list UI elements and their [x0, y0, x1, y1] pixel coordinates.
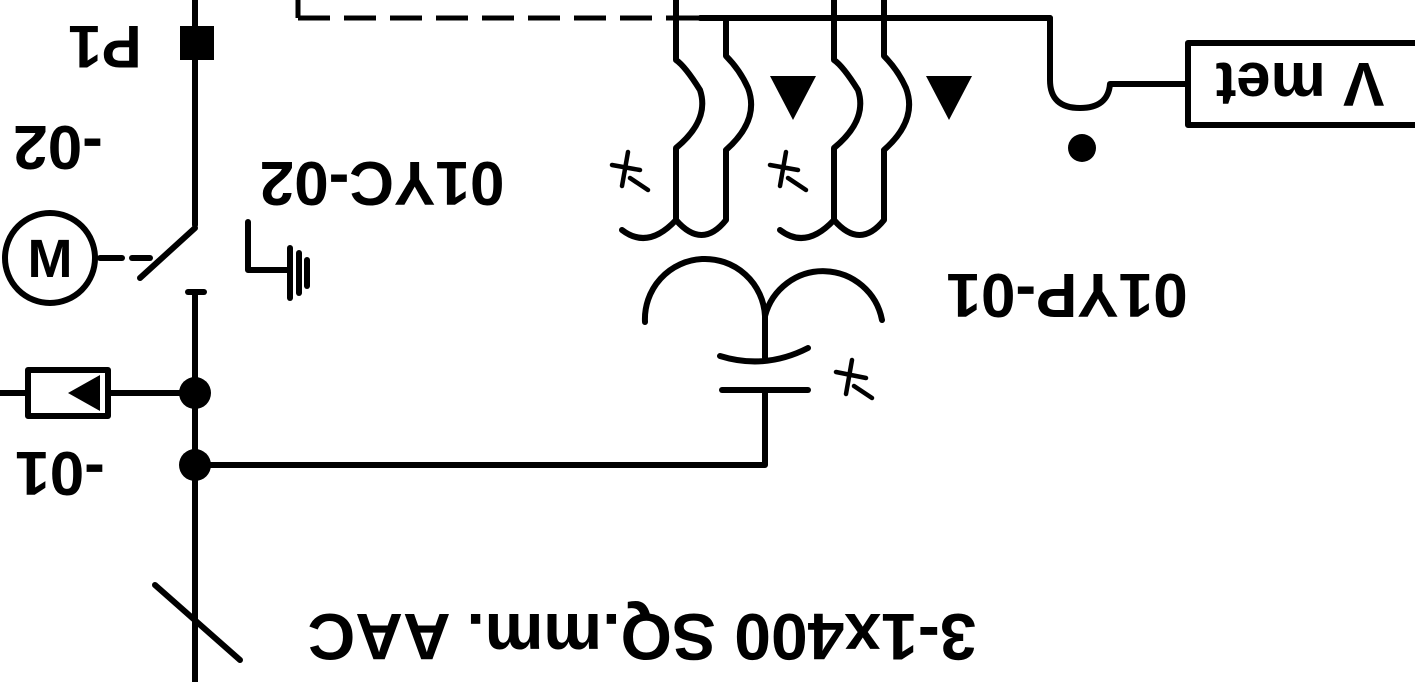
junction-dot-upper	[179, 377, 211, 409]
ground-icon	[245, 219, 310, 301]
upper-device-label: 01YC-02	[260, 148, 505, 217]
surge-arrester	[0, 367, 198, 419]
left-mid-label: -02	[13, 112, 103, 181]
polarity-mark-1	[609, 149, 651, 193]
disconnect-switch-blade	[137, 225, 198, 281]
p1-label: P1	[68, 13, 141, 80]
secondary-winding-2	[777, 0, 972, 241]
meter-box	[1185, 40, 1415, 128]
polarity-mark-3	[833, 357, 875, 401]
motor-operator	[2, 210, 153, 306]
polarity-mark-2	[767, 149, 809, 193]
main-bus	[185, 0, 207, 682]
capacitor	[717, 313, 811, 393]
transformer-label: 01YP-01	[946, 260, 1187, 329]
motor-label: M	[28, 229, 73, 289]
meter-label: V met	[1216, 49, 1385, 118]
cable-slash-mark	[152, 582, 243, 663]
meter-link	[1047, 15, 1191, 162]
transformer-primary	[641, 256, 885, 325]
secondary-winding-1	[619, 0, 816, 241]
left-low-label: -01	[15, 438, 105, 507]
p1-terminal	[180, 26, 214, 60]
cable-label: 3-1x400 SQ.mm. AAC	[308, 600, 977, 674]
